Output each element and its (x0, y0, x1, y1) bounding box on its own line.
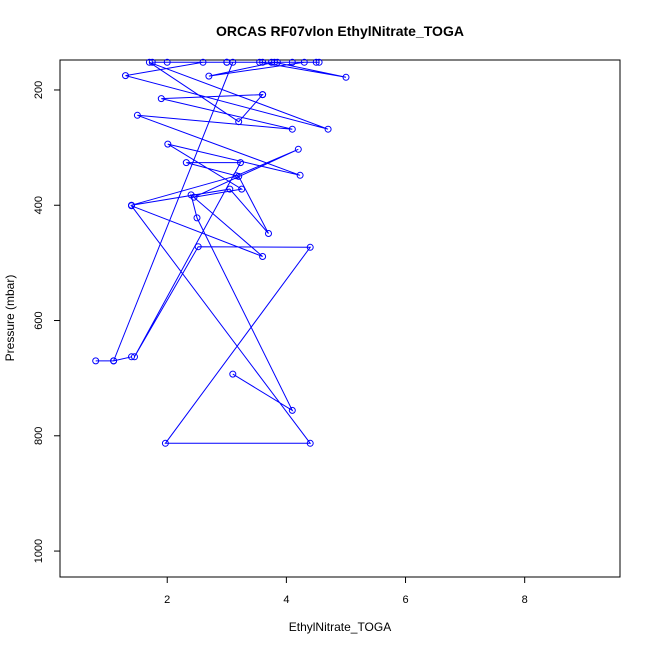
data-point (259, 58, 267, 66)
y-tick-label: 1000 (33, 539, 45, 563)
data-point (300, 58, 308, 66)
data-point (92, 357, 100, 365)
data-point (110, 357, 118, 365)
data-point (312, 58, 320, 66)
data-point (259, 253, 267, 260)
data-point (273, 58, 281, 66)
data-point (161, 439, 169, 447)
data-point (271, 58, 278, 66)
data-point (306, 439, 314, 447)
data-point (256, 58, 264, 66)
data-point (128, 353, 135, 361)
data-point (193, 214, 201, 222)
data-point (190, 193, 198, 201)
data-point (205, 72, 213, 80)
data-point (294, 145, 302, 153)
data-point (164, 140, 172, 148)
data-point (148, 58, 156, 66)
data-point (199, 58, 207, 66)
x-tick-label: 8 (522, 594, 528, 606)
y-tick-label: 200 (33, 81, 45, 99)
data-point (288, 406, 296, 414)
plot-area (92, 58, 350, 447)
data-point (259, 91, 267, 99)
y-axis-label: Pressure (mbar) (3, 275, 17, 362)
x-axis: 2 4 6 8 (164, 577, 528, 606)
data-point (235, 118, 243, 126)
data-point (122, 72, 129, 80)
x-tick-label: 4 (283, 594, 289, 606)
x-tick-label: 2 (164, 594, 170, 606)
data-point (342, 73, 350, 81)
y-tick-label: 800 (33, 427, 45, 445)
data-point (306, 243, 314, 251)
data-point (315, 58, 323, 66)
data-point (163, 58, 171, 66)
data-point (157, 95, 165, 103)
data-point (145, 58, 153, 66)
data-point (229, 370, 237, 378)
y-tick-label: 600 (33, 311, 45, 329)
data-point (238, 185, 246, 193)
data-point (288, 125, 296, 133)
y-axis: 200 400 600 800 1000 (33, 81, 60, 563)
data-point (232, 172, 240, 180)
data-point (288, 58, 296, 66)
data-point (324, 125, 332, 133)
data-point (128, 201, 135, 209)
data-point (133, 111, 141, 119)
series-line (95, 61, 347, 444)
data-point (226, 185, 234, 193)
x-axis-label: EthylNitrate_TOGA (289, 620, 391, 634)
chart-title: ORCAS RF07vlon EthylNitrate_TOGA (216, 23, 464, 39)
x-tick-label: 6 (402, 594, 408, 606)
data-point (182, 159, 190, 167)
data-point (265, 230, 272, 237)
data-point (237, 159, 244, 167)
data-point (229, 58, 237, 66)
y-tick-label: 400 (33, 196, 45, 214)
data-point (131, 353, 138, 361)
data-point (296, 171, 304, 179)
plot-frame (59, 59, 621, 578)
data-point (194, 243, 202, 251)
